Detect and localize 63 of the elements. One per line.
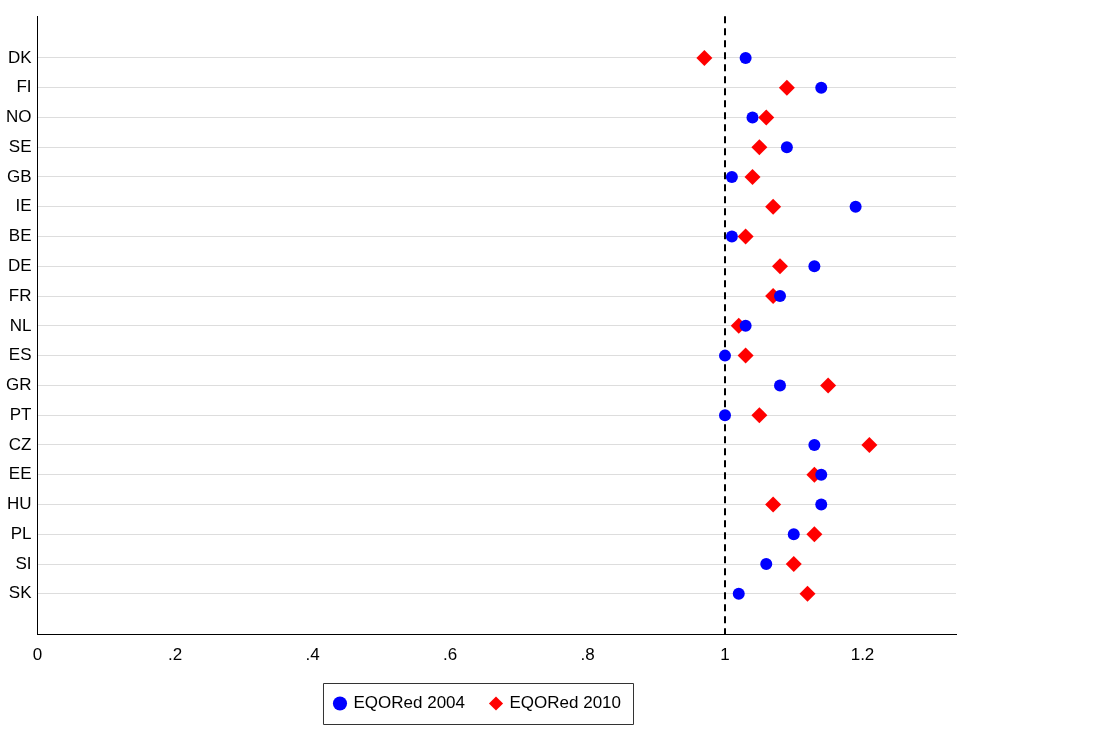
y-tick-label: DK [7,47,33,67]
point [861,436,878,453]
y-tick-label: SE [8,136,32,156]
y-tick-label: SI [15,553,32,573]
legend-label: EQORed 2010 [509,693,622,713]
point [719,349,731,362]
point [737,347,754,364]
point [737,228,754,245]
y-tick-label: BE [8,226,32,246]
x-tick-label: .6 [442,645,458,665]
y-tick-label: FI [16,77,32,97]
x-tick-label: 0 [32,645,43,665]
point [765,198,782,215]
point [719,409,731,422]
y-tick-label: GR [6,375,32,395]
y-tick-label: DE [7,255,32,275]
y-tick-label: HU [6,494,32,514]
point [808,260,821,273]
point [806,526,823,543]
y-tick-label: IE [15,196,32,216]
y-tick-label: PT [9,404,32,424]
point [774,379,786,392]
point [744,168,761,185]
y-tick-label: EE [8,464,32,484]
point [772,258,788,275]
point [765,496,782,513]
y-tick-label: SK [8,583,33,603]
point [787,528,800,541]
y-tick-label: PL [10,523,32,543]
point [799,585,816,602]
x-tick-label: .2 [167,645,183,665]
point [739,319,752,332]
point [774,290,786,303]
y-tick-label: NO [6,107,32,127]
x-tick-label: 1.2 [850,645,875,665]
x-tick-label: 1 [720,645,730,665]
point [732,587,745,600]
x-tick-label: .4 [305,645,320,665]
point [758,109,775,126]
point [746,111,759,124]
y-tick-label: GB [6,166,32,186]
point [760,558,773,571]
point [820,377,837,394]
point [725,170,738,183]
point [785,556,802,573]
point [808,438,821,451]
point [751,407,768,424]
y-tick-label: ES [8,345,32,365]
legend-label: EQORed 2004 [353,693,465,713]
y-tick-label: FR [8,285,32,305]
y-tick-label: CZ [8,434,32,454]
point [780,141,793,154]
point [815,468,828,481]
point [696,49,713,66]
point [751,139,768,156]
point [725,230,738,243]
point [815,498,828,511]
point [815,81,828,94]
point [778,79,795,96]
x-tick-label: .8 [580,645,595,665]
y-tick-label: NL [9,315,32,335]
point [739,51,752,64]
point [849,200,862,213]
